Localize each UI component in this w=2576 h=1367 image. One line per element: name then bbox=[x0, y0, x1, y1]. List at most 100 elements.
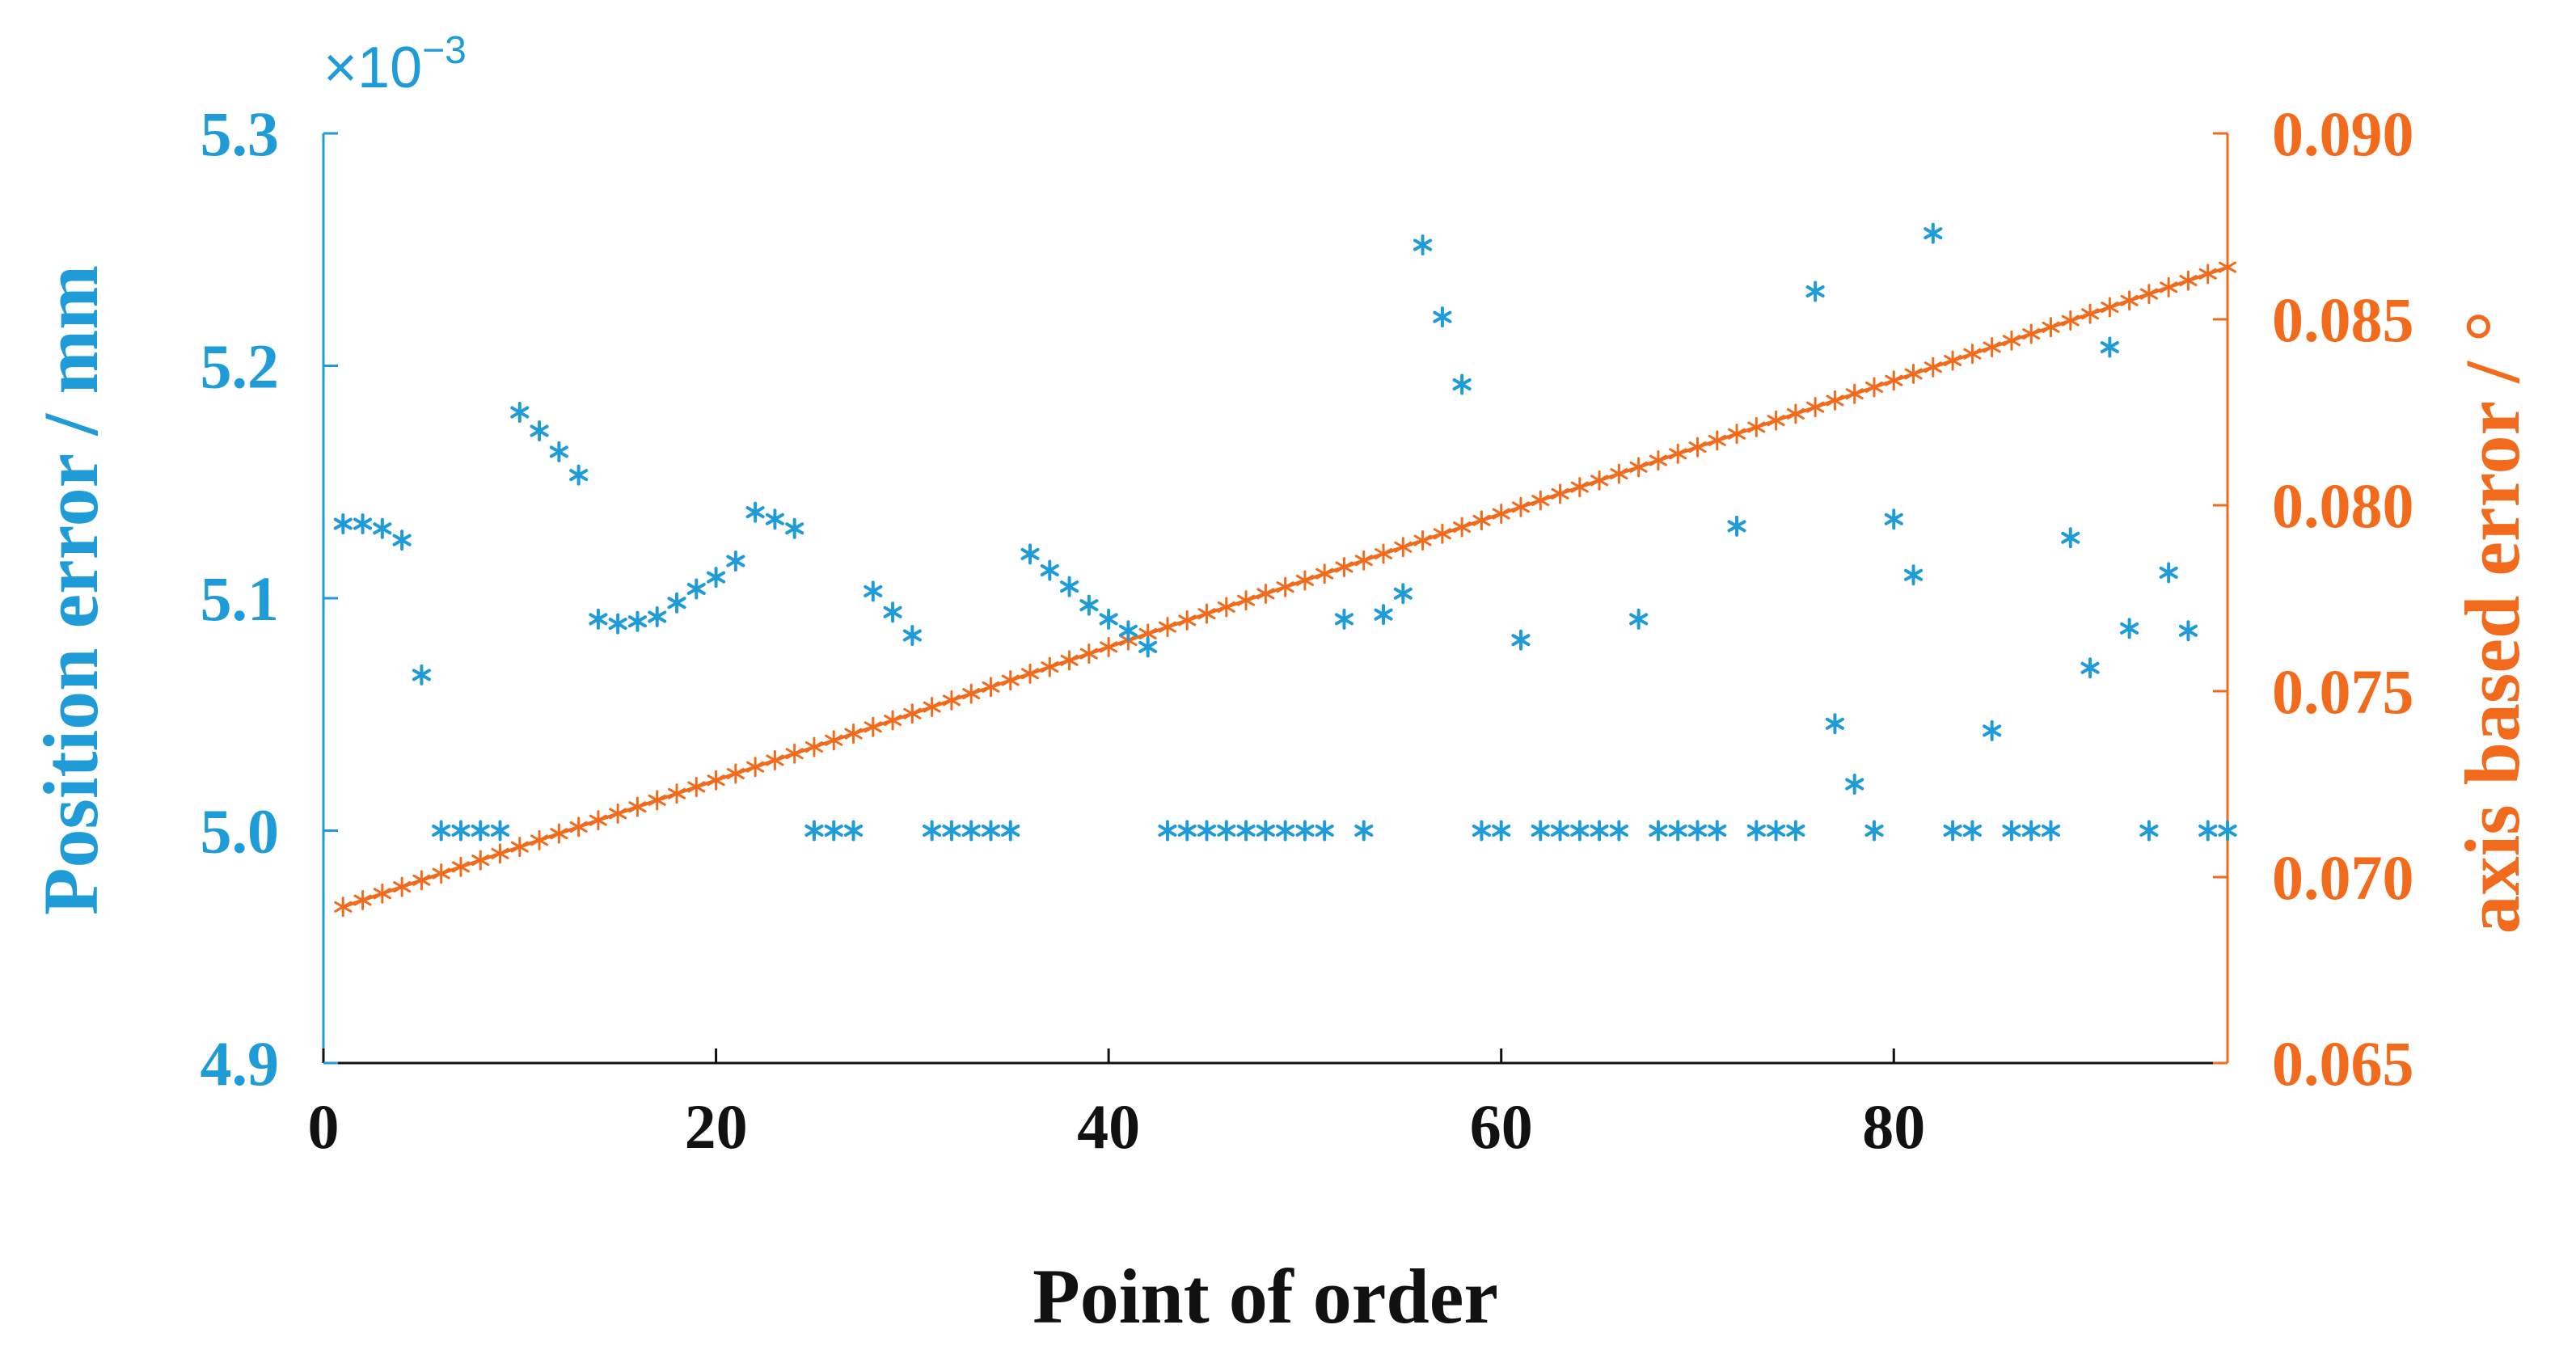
data-point-left bbox=[686, 578, 706, 600]
y-right-tick-label: 0.080 bbox=[2272, 470, 2414, 541]
data-point-right bbox=[2120, 290, 2139, 311]
data-point-left bbox=[2178, 620, 2198, 642]
data-point-left bbox=[745, 501, 765, 523]
data-point-left bbox=[1472, 820, 1491, 842]
data-point-right bbox=[353, 890, 372, 911]
data-point-left bbox=[1590, 820, 1609, 842]
data-point-right bbox=[2101, 297, 2119, 318]
data-point-right bbox=[687, 776, 706, 797]
data-point-left bbox=[353, 513, 373, 534]
data-point-right bbox=[1590, 470, 1609, 491]
data-point-right bbox=[1551, 483, 1569, 504]
data-point-right bbox=[1944, 350, 1962, 371]
data-point-right bbox=[334, 897, 353, 918]
data-point-right bbox=[726, 763, 745, 784]
data-point-left bbox=[1256, 820, 1275, 842]
data-point-left bbox=[2120, 618, 2139, 639]
exponent-power: −3 bbox=[422, 29, 467, 72]
exponent-base: ×10 bbox=[323, 36, 422, 100]
data-point-left bbox=[1040, 559, 1059, 581]
data-point-left bbox=[765, 508, 784, 530]
y-left-tick-label: 5.0 bbox=[201, 796, 280, 867]
data-point-right bbox=[1394, 537, 1413, 558]
data-point-left bbox=[549, 441, 568, 462]
data-point-right bbox=[1885, 370, 1903, 391]
data-point-left bbox=[2198, 820, 2218, 842]
data-point-left bbox=[804, 820, 824, 842]
data-point-right bbox=[1669, 443, 1687, 464]
data-point-right bbox=[982, 677, 1000, 698]
data-point-left bbox=[627, 610, 647, 632]
data-point-right bbox=[1375, 543, 1393, 564]
data-point-left bbox=[1334, 608, 1354, 630]
data-point-right bbox=[2022, 323, 2041, 344]
data-point-left bbox=[2021, 820, 2041, 842]
data-point-right bbox=[1020, 663, 1040, 684]
series-axis-based-error bbox=[334, 257, 2237, 918]
data-point-left bbox=[1315, 820, 1334, 842]
data-point-right bbox=[2198, 264, 2217, 285]
data-point-right bbox=[1001, 670, 1020, 691]
data-point-right bbox=[1100, 636, 1118, 657]
data-point-right bbox=[1688, 437, 1707, 458]
data-point-left bbox=[1295, 820, 1315, 842]
data-point-left bbox=[1924, 222, 1943, 244]
data-point-left bbox=[707, 567, 726, 589]
data-point-right bbox=[412, 870, 431, 891]
data-point-left bbox=[1767, 820, 1786, 842]
data-point-left bbox=[902, 625, 922, 646]
data-point-right bbox=[2179, 270, 2198, 291]
data-point-right bbox=[1786, 403, 1805, 424]
data-point-right bbox=[1963, 344, 1982, 365]
y-right-tick-label: 0.090 bbox=[2272, 99, 2414, 169]
data-point-right bbox=[1335, 556, 1353, 577]
data-point-left bbox=[883, 601, 902, 623]
data-point-left bbox=[1904, 564, 1924, 586]
data-point-left bbox=[1687, 820, 1708, 842]
data-point-right bbox=[1197, 603, 1216, 624]
data-point-right bbox=[2042, 317, 2060, 338]
data-point-left bbox=[1236, 820, 1256, 842]
data-point-right bbox=[825, 730, 843, 751]
data-point-right bbox=[1453, 517, 1472, 538]
y-right-tick-label: 0.075 bbox=[2272, 656, 2414, 727]
data-point-left bbox=[2218, 820, 2237, 842]
data-point-left bbox=[942, 820, 961, 842]
data-point-right bbox=[804, 736, 823, 757]
data-point-left bbox=[471, 820, 490, 842]
data-point-left bbox=[1276, 820, 1295, 842]
data-point-left bbox=[1746, 820, 1766, 842]
data-point-left bbox=[412, 664, 431, 686]
data-point-right bbox=[864, 716, 882, 737]
exponent-label: ×10−3 bbox=[323, 29, 467, 100]
data-point-right bbox=[432, 863, 450, 884]
y-right-axis-title: axis based error / ° bbox=[2449, 311, 2536, 935]
data-point-left bbox=[1374, 604, 1393, 626]
data-point-right bbox=[1924, 357, 1942, 378]
data-point-left bbox=[1197, 820, 1217, 842]
data-point-left bbox=[1551, 820, 1570, 842]
y-right-tick-label: 0.070 bbox=[2272, 842, 2414, 913]
data-point-right bbox=[1354, 550, 1373, 571]
data-point-left bbox=[1492, 820, 1511, 842]
y-left-axis-ticks: 4.9 5.0 5.1 5.2 5.3 bbox=[201, 99, 338, 1099]
data-point-left bbox=[2061, 527, 2080, 549]
data-point-left bbox=[923, 820, 942, 842]
data-point-left bbox=[1609, 820, 1628, 842]
data-point-left bbox=[1943, 820, 1962, 842]
data-point-left bbox=[726, 551, 745, 572]
data-point-right bbox=[1217, 597, 1235, 618]
x-axis-ticks: 0 20 40 60 80 bbox=[308, 1048, 1925, 1162]
x-tick-label: 60 bbox=[1470, 1091, 1533, 1162]
data-point-left bbox=[1511, 629, 1531, 651]
data-point-right bbox=[1492, 504, 1510, 525]
data-point-left bbox=[1099, 608, 1118, 630]
data-point-right bbox=[746, 757, 765, 778]
data-point-right bbox=[962, 683, 981, 704]
data-point-right bbox=[1511, 496, 1531, 517]
data-point-right bbox=[1845, 383, 1864, 404]
data-point-left bbox=[1864, 820, 1884, 842]
data-point-left bbox=[432, 820, 451, 842]
data-point-right bbox=[707, 770, 725, 791]
data-point-left bbox=[648, 606, 667, 627]
